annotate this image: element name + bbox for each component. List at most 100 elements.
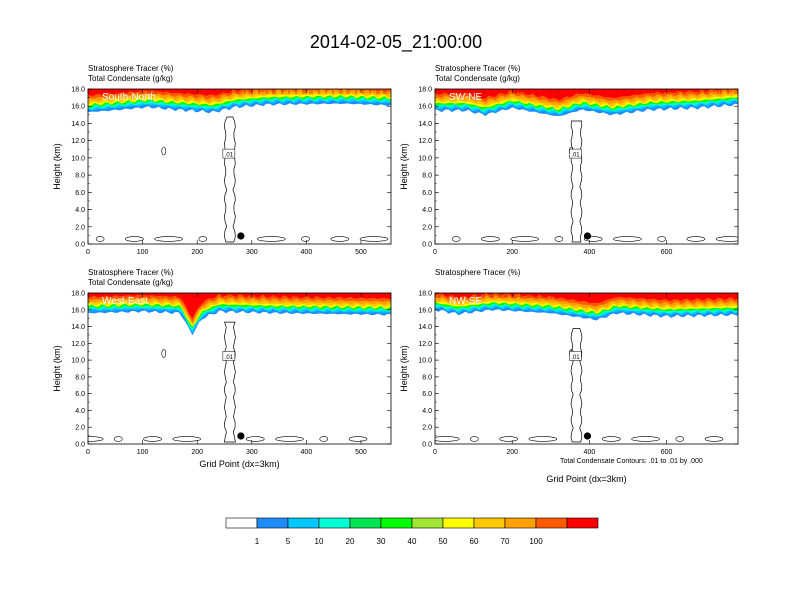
shallow-cloud-contour [510, 236, 539, 242]
x-tick-label: 0 [86, 449, 90, 456]
y-tick-label: 12.0 [71, 341, 85, 348]
panel-label: SW-NE [449, 92, 482, 103]
panel-header-tracer: Stratosphere Tracer (%) [435, 64, 521, 73]
shallow-cloud-contour [88, 436, 104, 442]
x-tick-label: 100 [137, 449, 149, 456]
tracer-band-8 [435, 89, 738, 101]
x-tick-label: 400 [301, 249, 313, 256]
panel-3: Stratosphere Tracer (%)Total Condensate … [52, 268, 392, 469]
colorbar-label: 50 [439, 537, 448, 546]
y-tick-label: 2.0 [75, 425, 85, 432]
colorbar-swatch [566, 517, 599, 529]
panel-header-condensate: Total Condensate (g/kg) [88, 278, 173, 287]
colorbar-swatch [349, 517, 382, 529]
shallow-cloud-contour [554, 236, 564, 242]
colorbar-swatch [380, 517, 413, 529]
panel-1: Stratosphere Tracer (%)Total Condensate … [52, 64, 392, 256]
x-tick-label: 200 [506, 449, 518, 456]
y-tick-label: 4.0 [75, 207, 85, 214]
y-tick-label: 4.0 [422, 207, 432, 214]
y-axis-title: Height (km) [399, 345, 409, 392]
y-tick-label: 2.0 [422, 425, 432, 432]
colorbar-swatch [287, 517, 320, 529]
shallow-cloud-contour [499, 436, 518, 442]
y-tick-label: 14.0 [71, 324, 85, 331]
y-tick-label: 16.0 [71, 104, 85, 111]
shallow-cloud-contour [451, 236, 461, 242]
x-tick-label: 500 [355, 249, 367, 256]
y-tick-label: 18.0 [71, 87, 85, 94]
colorbar-label: 100 [529, 537, 543, 546]
y-tick-label: 0.0 [422, 442, 432, 449]
x-tick-label: 600 [661, 449, 673, 456]
x-tick-label: 500 [355, 449, 367, 456]
shallow-cloud-contour [275, 436, 304, 442]
plot-area: .01 SW-NE [435, 89, 738, 244]
plot-area: .01 NW-SE [435, 293, 738, 444]
shallow-cloud-contour [125, 236, 144, 242]
colorbar-swatch [535, 517, 568, 529]
y-tick-label: 14.0 [418, 121, 432, 128]
y-tick-label: 18.0 [71, 291, 85, 298]
x-tick-label: 300 [246, 249, 258, 256]
y-tick-label: 18.0 [418, 87, 432, 94]
colorbar-swatch [411, 517, 444, 529]
y-tick-label: 2.0 [75, 224, 85, 231]
condensate-contour [570, 328, 583, 443]
shallow-cloud-contour [143, 436, 162, 442]
shallow-cloud-contour [330, 236, 350, 242]
y-tick-label: 10.0 [418, 155, 432, 162]
tracer-band-7 [88, 293, 391, 322]
y-tick-label: 4.0 [75, 408, 85, 415]
y-tick-label: 10.0 [71, 155, 85, 162]
colorbar-label: 1 [255, 537, 260, 546]
tracer-band-6 [88, 293, 391, 325]
colorbar: 1 5 10 20 30 40 50 60 70 100 [225, 517, 599, 546]
y-tick-label: 16.0 [418, 307, 432, 314]
y-tick-label: 6.0 [75, 190, 85, 197]
shallow-cloud-contour [435, 436, 460, 442]
shallow-cloud-contour [154, 236, 183, 242]
shallow-cloud-contour [348, 436, 368, 442]
x-tick-label: 400 [301, 449, 313, 456]
panel-2: Stratosphere Tracer (%)Total Condensate … [399, 64, 739, 256]
x-tick-label: 200 [191, 449, 203, 456]
x-tick-label: 300 [246, 449, 258, 456]
y-tick-label: 10.0 [418, 358, 432, 365]
y-tick-label: 14.0 [418, 324, 432, 331]
shallow-cloud-contour [715, 236, 738, 242]
y-tick-label: 6.0 [422, 391, 432, 398]
contour-label: .01 [225, 153, 234, 159]
contour-footnote: Total Condensate Contours: .01 to .01 by… [560, 458, 703, 465]
shallow-cloud-contour [470, 436, 479, 442]
figure-title: 2014-02-05_21:00:00 [309, 32, 483, 52]
panel-header-condensate: Total Condensate (g/kg) [435, 74, 520, 83]
colorbar-label: 20 [346, 537, 355, 546]
shallow-cloud-contour [528, 436, 558, 442]
y-tick-label: 10.0 [71, 358, 85, 365]
panel-header-tracer: Stratosphere Tracer (%) [435, 268, 521, 277]
shallow-cloud-contour [359, 236, 389, 242]
y-tick-label: 4.0 [422, 408, 432, 415]
y-axis-title: Height (km) [52, 345, 62, 392]
y-tick-label: 6.0 [422, 190, 432, 197]
y-tick-label: 14.0 [71, 121, 85, 128]
y-tick-label: 8.0 [75, 374, 85, 381]
contour-label-box [222, 148, 236, 159]
shallow-cloud-contour [631, 436, 660, 442]
x-tick-label: 400 [584, 249, 596, 256]
y-tick-label: 0.0 [75, 442, 85, 449]
x-tick-label: 200 [191, 249, 203, 256]
colorbar-swatch [504, 517, 537, 529]
colorbar-swatch [256, 517, 289, 529]
contour-label-box [569, 351, 582, 361]
shallow-cloud-contour [257, 236, 286, 242]
shallow-cloud-contour [114, 436, 123, 442]
x-tick-label: 0 [86, 249, 90, 256]
x-tick-label: 100 [137, 249, 149, 256]
shallow-cloud-contour [301, 236, 310, 242]
panel-header-tracer: Stratosphere Tracer (%) [88, 268, 174, 277]
y-tick-label: 16.0 [418, 104, 432, 111]
panel-label: NW-SE [449, 296, 482, 307]
shallow-cloud-contour [245, 436, 265, 442]
